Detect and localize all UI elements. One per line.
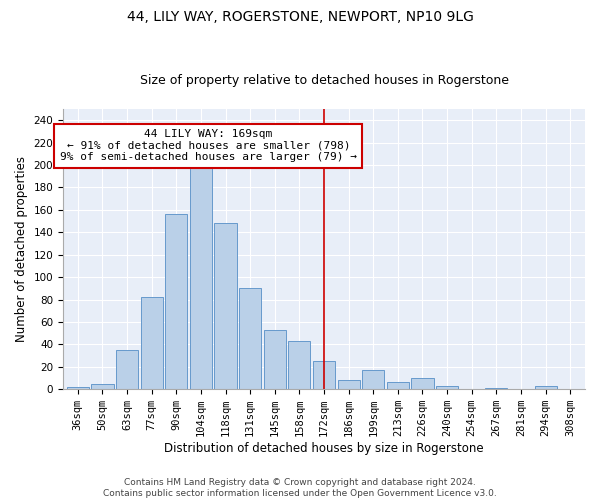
Bar <box>289 341 310 389</box>
Bar <box>116 350 138 389</box>
Y-axis label: Number of detached properties: Number of detached properties <box>15 156 28 342</box>
Title: Size of property relative to detached houses in Rogerstone: Size of property relative to detached ho… <box>140 74 509 87</box>
Bar <box>263 330 286 389</box>
Bar <box>214 224 236 389</box>
Bar <box>239 288 261 389</box>
X-axis label: Distribution of detached houses by size in Rogerstone: Distribution of detached houses by size … <box>164 442 484 455</box>
Bar <box>362 370 385 389</box>
Bar <box>140 298 163 389</box>
Bar <box>535 386 557 389</box>
Text: 44, LILY WAY, ROGERSTONE, NEWPORT, NP10 9LG: 44, LILY WAY, ROGERSTONE, NEWPORT, NP10 … <box>127 10 473 24</box>
Bar <box>436 386 458 389</box>
Bar <box>91 384 113 389</box>
Bar <box>338 380 360 389</box>
Bar <box>67 387 89 389</box>
Bar <box>190 164 212 389</box>
Bar <box>387 382 409 389</box>
Bar <box>165 214 187 389</box>
Bar <box>485 388 508 389</box>
Bar <box>313 361 335 389</box>
Text: 44 LILY WAY: 169sqm
← 91% of detached houses are smaller (798)
9% of semi-detach: 44 LILY WAY: 169sqm ← 91% of detached ho… <box>60 129 357 162</box>
Bar <box>412 378 434 389</box>
Text: Contains HM Land Registry data © Crown copyright and database right 2024.
Contai: Contains HM Land Registry data © Crown c… <box>103 478 497 498</box>
